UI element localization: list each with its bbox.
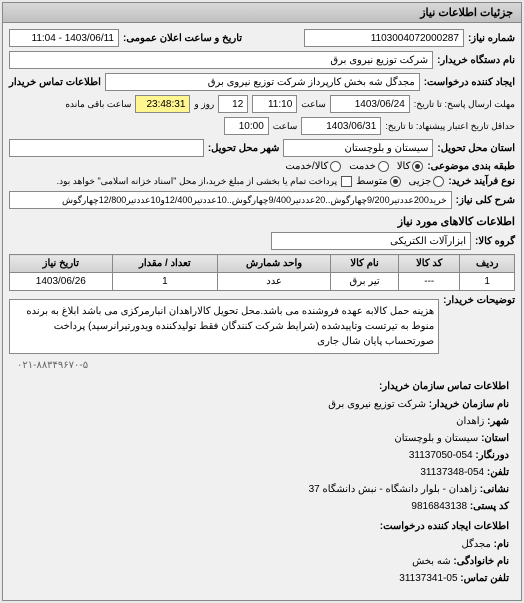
creator-section-title: اطلاعات ایجاد کننده درخواست: (15, 519, 509, 535)
validity-date-field: 1403/06/31 (301, 117, 381, 135)
group-field: ابزارآلات الکتریکی (271, 232, 471, 250)
creator-name: مجدگل (461, 539, 490, 550)
validity-label: حداقل تاریخ اعتبار پیشنهاد: تا تاریخ: (385, 121, 515, 132)
radio-small[interactable] (433, 176, 444, 187)
province-field: سیستان و بلوچستان (283, 139, 433, 157)
radio-small-item[interactable]: جزیی (409, 176, 445, 187)
th-row: ردیف (460, 255, 515, 273)
general-label: شرح کلی نیاز: (456, 195, 515, 206)
contact-province-label: استان: (481, 433, 509, 444)
radio-medium[interactable] (390, 176, 401, 187)
radio-khadamat-label: خدمت (349, 161, 376, 172)
request-number-label: شماره نیاز: (468, 33, 515, 44)
creator-phone: 05-31137341 (399, 573, 457, 584)
td-date: 1403/06/26 (10, 273, 113, 291)
general-desc-field: خرید200عددتیر9/200چهارگوش..20عددتیر9/400… (9, 191, 452, 209)
contact-city-label: شهر: (487, 416, 509, 427)
radio-kala-label: کالا (397, 161, 411, 172)
buyer-contact-label: اطلاعات تماس خریدار (9, 77, 101, 88)
buyer-desc-label: توضیحات خریدار: (443, 295, 515, 306)
goods-section-title: اطلاعات کالاهای مورد نیاز (9, 215, 515, 228)
requester-label: ایجاد کننده درخواست: (424, 77, 515, 88)
radio-khadamat-item[interactable]: خدمت (349, 161, 389, 172)
province-label: استان محل تحویل: (437, 143, 515, 154)
creator-family: شه بخش (412, 556, 451, 567)
td-name: تیر برق (331, 273, 399, 291)
public-date-field: 1403/06/11 - 11:04 (9, 29, 119, 47)
radio-small-label: جزیی (409, 176, 432, 187)
requester-field: مجدگل شه بخش کارپرداز شرکت توزیع نیروی ب… (105, 73, 420, 91)
request-number-field: 1103004072000287 (304, 29, 464, 47)
goods-table: ردیف کد کالا نام کالا واحد شمارش تعداد /… (9, 254, 515, 291)
group-label: گروه کالا: (475, 236, 515, 247)
phone-label: تلفن: (487, 467, 509, 478)
radio-kala-khadamat-item[interactable]: کالا/خدمت (285, 161, 341, 172)
reply-deadline-label: مهلت ارسال پاسخ: تا تاریخ: (414, 99, 515, 110)
td-code: --- (399, 273, 460, 291)
td-row: 1 (460, 273, 515, 291)
public-date-label: تاریخ و ساعت اعلان عمومی: (123, 33, 242, 44)
radio-medium-item[interactable]: متوسط (356, 176, 400, 187)
radio-khadamat[interactable] (378, 161, 389, 172)
address-label: نشانی: (480, 484, 509, 495)
contact-title: اطلاعات تماس سازمان خریدار: (15, 379, 509, 395)
reply-date-field: 1403/06/24 (330, 95, 410, 113)
address: زاهدان - بلوار دانشگاه - نبش دانشگاه 37 (309, 484, 477, 495)
days-remaining-field: 12 (218, 95, 248, 113)
time-label-2: ساعت (273, 121, 298, 132)
partial-payment-label: پرداخت تمام یا بخشی از مبلغ خرید،از محل … (57, 176, 337, 187)
validity-time-field: 10:00 (224, 117, 269, 135)
radio-kala-khadamat-label: کالا/خدمت (285, 161, 328, 172)
contact-city: زاهدان (456, 416, 484, 427)
city-label: شهر محل تحویل: (208, 143, 280, 154)
postal-label: کد پستی: (470, 501, 509, 512)
panel-body: شماره نیاز: 1103004072000287 تاریخ و ساع… (3, 23, 521, 600)
th-qty: تعداد / مقدار (112, 255, 217, 273)
time-label-1: ساعت (301, 99, 326, 110)
details-panel: جزئیات اطلاعات نیاز شماره نیاز: 11030040… (2, 2, 522, 601)
remaining-label: ساعت باقی مانده (65, 99, 131, 110)
creator-name-label: نام: (494, 539, 509, 550)
process-radio-group: جزیی متوسط (356, 176, 444, 187)
td-qty: 1 (112, 273, 217, 291)
th-name: نام کالا (331, 255, 399, 273)
radio-medium-label: متوسط (356, 176, 387, 187)
th-code: کد کالا (399, 255, 460, 273)
td-unit: عدد (218, 273, 331, 291)
contact-province: سیستان و بلوچستان (394, 433, 478, 444)
org-name-label: نام سازمان خریدار: (429, 399, 509, 410)
creator-family-label: نام خانوادگی: (453, 556, 509, 567)
city-field (9, 139, 204, 157)
contact-section: اطلاعات تماس سازمان خریدار: نام سازمان خ… (9, 373, 515, 594)
buyer-desc-box: هزینه حمل کالابه عهده فروشنده می باشد.مح… (9, 299, 439, 354)
fax: 054-31137050 (409, 450, 473, 461)
fax-label: دورنگار: (475, 450, 509, 461)
th-unit: واحد شمارش (218, 255, 331, 273)
day-label: روز و (194, 99, 214, 110)
panel-header: جزئیات اطلاعات نیاز (3, 3, 521, 23)
remaining-time-field: 23:48:31 (135, 95, 190, 113)
classification-radio-group: کالا خدمت کالا/خدمت (285, 161, 423, 172)
process-label: نوع فرآیند خرید: (448, 176, 515, 187)
buyer-org-label: نام دستگاه خریدار: (437, 55, 515, 66)
watermark: ۰۲۱-۸۸۳۴۹۶۷۰-۵ (9, 358, 515, 373)
radio-kala-item[interactable]: کالا (397, 161, 424, 172)
reply-time-field: 11:10 (252, 95, 297, 113)
th-date: تاریخ نیاز (10, 255, 113, 273)
radio-kala-khadamat[interactable] (330, 161, 341, 172)
radio-kala[interactable] (412, 161, 423, 172)
creator-phone-label: تلفن تماس: (460, 573, 509, 584)
partial-payment-checkbox[interactable] (341, 176, 352, 187)
table-row[interactable]: 1 --- تیر برق عدد 1 1403/06/26 (10, 273, 515, 291)
phone: 054-31137348 (420, 467, 484, 478)
buyer-org-field: شرکت توزیع نیروی برق (9, 51, 433, 69)
classification-label: طبقه بندی موضوعی: (427, 161, 515, 172)
org-name: شرکت توزیع نیروی برق (328, 399, 426, 410)
postal: 9816843138 (411, 501, 467, 512)
